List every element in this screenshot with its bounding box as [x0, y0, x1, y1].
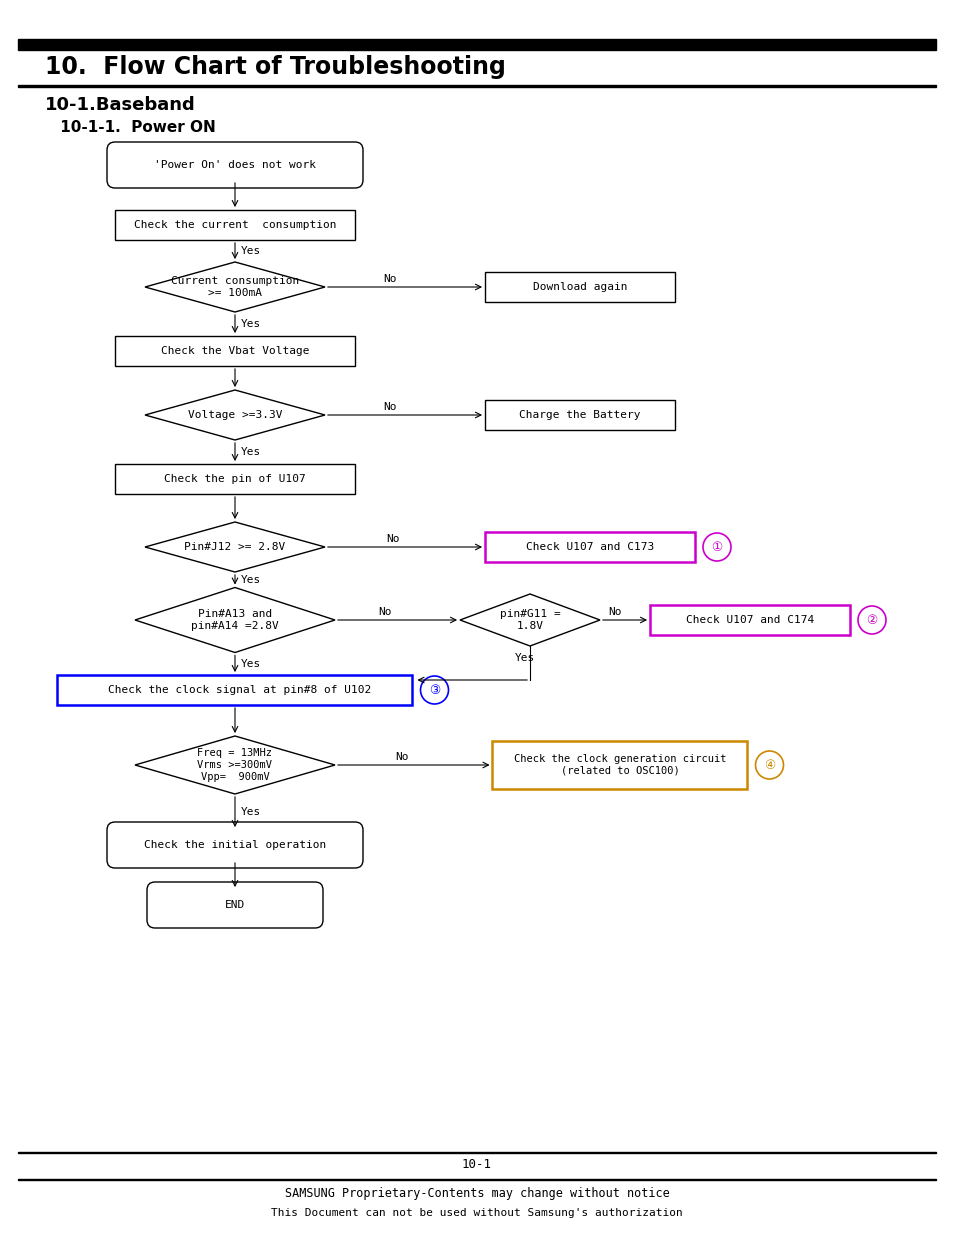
- Text: Yes: Yes: [240, 806, 261, 818]
- Text: Charge the Battery: Charge the Battery: [518, 410, 640, 420]
- Text: 10-1.Baseband: 10-1.Baseband: [45, 96, 195, 114]
- FancyBboxPatch shape: [147, 882, 323, 927]
- Text: No: No: [386, 534, 399, 543]
- Text: Check the Vbat Voltage: Check the Vbat Voltage: [161, 346, 309, 356]
- Bar: [649, 605, 849, 635]
- FancyBboxPatch shape: [107, 823, 363, 868]
- Text: pin#G11 =
1.8V: pin#G11 = 1.8V: [499, 609, 559, 631]
- Text: This Document can not be used without Samsung's authorization: This Document can not be used without Sa…: [271, 1208, 682, 1218]
- Text: Freq = 13MHz
Vrms >=300mV
Vpp=  900mV: Freq = 13MHz Vrms >=300mV Vpp= 900mV: [197, 748, 273, 782]
- Bar: [484, 532, 695, 562]
- Bar: [484, 400, 675, 430]
- Text: Check the clock generation circuit
(related to OSC100): Check the clock generation circuit (rela…: [514, 755, 725, 776]
- Text: SAMSUNG Proprietary-Contents may change without notice: SAMSUNG Proprietary-Contents may change …: [284, 1187, 669, 1199]
- Text: Yes: Yes: [240, 319, 261, 329]
- Text: Check the current  consumption: Check the current consumption: [133, 220, 335, 230]
- Text: Yes: Yes: [240, 447, 261, 457]
- Text: ①: ①: [711, 541, 721, 553]
- Text: 10-1: 10-1: [461, 1157, 492, 1171]
- Text: ③: ③: [429, 683, 439, 697]
- Text: Pin#A13 and
pin#A14 =2.8V: Pin#A13 and pin#A14 =2.8V: [191, 609, 278, 631]
- Text: 'Power On' does not work: 'Power On' does not work: [153, 161, 315, 170]
- Polygon shape: [145, 390, 325, 440]
- Bar: [18, 40, 935, 49]
- Text: END: END: [225, 900, 245, 910]
- Bar: [57, 676, 412, 705]
- Text: Check U107 and C173: Check U107 and C173: [525, 542, 654, 552]
- Polygon shape: [459, 594, 599, 646]
- Text: 10.  Flow Chart of Troubleshooting: 10. Flow Chart of Troubleshooting: [45, 56, 505, 79]
- Bar: [18, 84, 935, 86]
- Text: No: No: [383, 403, 396, 412]
- Bar: [115, 210, 355, 240]
- Text: Check the clock signal at pin#8 of U102: Check the clock signal at pin#8 of U102: [109, 685, 372, 695]
- Text: No: No: [383, 274, 396, 284]
- Text: Current consumption
>= 100mA: Current consumption >= 100mA: [171, 277, 299, 298]
- Text: Yes: Yes: [240, 658, 261, 668]
- Text: Check the pin of U107: Check the pin of U107: [164, 474, 306, 484]
- Text: Yes: Yes: [240, 246, 261, 256]
- Polygon shape: [135, 588, 335, 652]
- Text: Yes: Yes: [240, 574, 261, 584]
- Text: Download again: Download again: [532, 282, 626, 291]
- Text: ④: ④: [763, 758, 774, 772]
- FancyBboxPatch shape: [107, 142, 363, 188]
- Text: 10-1-1.  Power ON: 10-1-1. Power ON: [55, 120, 215, 135]
- Text: Check the initial operation: Check the initial operation: [144, 840, 326, 850]
- Text: Check U107 and C174: Check U107 and C174: [685, 615, 813, 625]
- Bar: [484, 272, 675, 303]
- Text: ②: ②: [865, 614, 877, 626]
- Bar: [18, 1151, 935, 1153]
- Bar: [115, 464, 355, 494]
- Text: Pin#J12 >= 2.8V: Pin#J12 >= 2.8V: [184, 542, 285, 552]
- Polygon shape: [145, 522, 325, 572]
- Text: Yes: Yes: [515, 653, 535, 663]
- Polygon shape: [135, 736, 335, 794]
- Bar: [115, 336, 355, 366]
- Text: No: No: [378, 606, 392, 618]
- Text: No: No: [608, 606, 621, 618]
- Bar: [492, 741, 747, 789]
- Text: No: No: [395, 752, 408, 762]
- Polygon shape: [145, 262, 325, 312]
- Text: Voltage >=3.3V: Voltage >=3.3V: [188, 410, 282, 420]
